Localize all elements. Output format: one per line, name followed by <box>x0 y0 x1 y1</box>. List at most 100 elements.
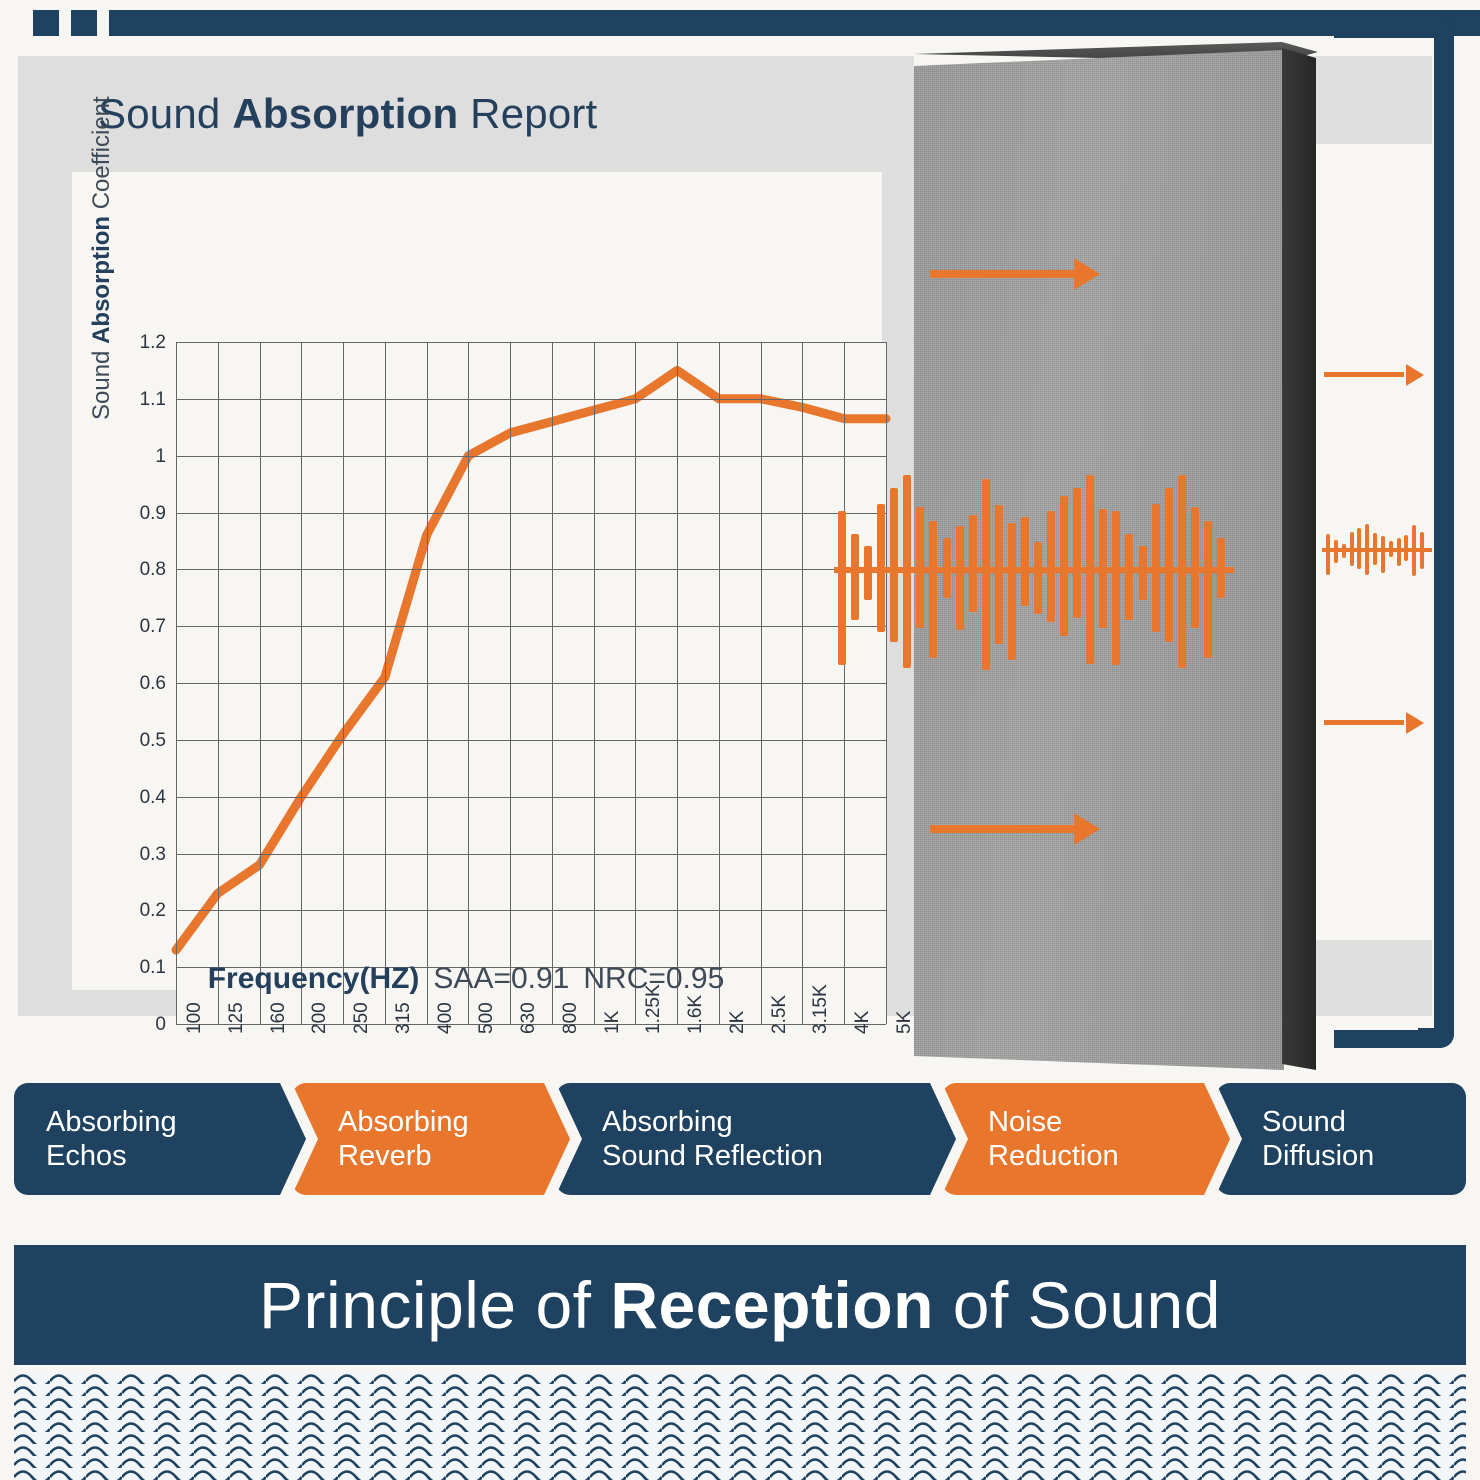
waveform-bar <box>864 570 873 600</box>
outgoing-sound-arrow-bottom <box>1324 720 1404 725</box>
incoming-sound-arrow-top <box>930 270 1080 278</box>
waveform-bar <box>1357 550 1362 569</box>
x-tick-label: 1K <box>601 1010 623 1034</box>
grid-line-horizontal <box>176 569 886 571</box>
grid-line-vertical <box>176 342 177 1024</box>
waveform-bar <box>1138 570 1147 600</box>
y-tick-label: 0.1 <box>139 957 166 979</box>
waveform-bar <box>1365 524 1370 550</box>
grid-line-horizontal <box>176 512 886 514</box>
x-tick-label: 400 <box>434 1002 456 1034</box>
grid-line-horizontal <box>176 853 886 855</box>
waveform-bar <box>1177 570 1186 668</box>
waveform-bar <box>1203 570 1212 658</box>
grid-line-vertical <box>468 342 469 1024</box>
x-tick-label: 160 <box>267 1002 289 1034</box>
feature-chip[interactable]: Absorbing Echos <box>14 1083 306 1195</box>
y-tick-label: 0.8 <box>139 559 166 581</box>
waveform-bar <box>1203 520 1212 570</box>
y-tick-label: 0 <box>155 1014 166 1035</box>
grid-line-horizontal <box>176 398 886 400</box>
y-axis-title-suffix: Coefficient <box>88 96 115 216</box>
incoming-sound-arrow-bottom <box>930 825 1080 833</box>
grid-line-horizontal <box>176 342 886 343</box>
banner-bold: Reception <box>610 1268 934 1342</box>
feature-chip[interactable]: Absorbing Sound Reflection <box>556 1083 956 1195</box>
waveform-bar <box>1326 550 1330 575</box>
waveform-bar <box>1086 570 1095 664</box>
x-tick-label: 250 <box>351 1002 373 1034</box>
footer-wave-svg <box>14 1372 1466 1480</box>
chart-grid <box>171 342 891 1025</box>
waveform-bar <box>1125 533 1134 570</box>
grid-line-horizontal <box>176 1024 886 1025</box>
waveform-bar <box>1380 550 1385 573</box>
feature-chip-line1: Absorbing <box>46 1105 177 1138</box>
waveform-bar <box>1388 550 1393 558</box>
waveform-bar <box>1099 509 1108 570</box>
waveform-bar <box>942 570 951 598</box>
grid-line-vertical <box>635 342 636 1024</box>
y-tick-label: 1 <box>155 445 166 467</box>
x-tick-label: 100 <box>184 1002 205 1034</box>
feature-chip-line2: Reduction <box>988 1140 1119 1172</box>
waveform-bar <box>981 478 990 570</box>
waveform-bar <box>1388 541 1393 550</box>
waveform-bar <box>1151 570 1160 632</box>
waveform-bar <box>1190 570 1199 628</box>
caption-nrc: NRC=0.95 <box>583 962 725 995</box>
outgoing-sound-arrow-top <box>1324 372 1404 377</box>
waveform-bar <box>1086 475 1095 570</box>
waveform-bar <box>1099 570 1108 628</box>
x-tick-label: 2.5K <box>768 994 790 1034</box>
waveform-bar <box>877 570 886 632</box>
grid-line-horizontal <box>176 739 886 741</box>
waveform-bar <box>1412 550 1417 576</box>
grid-line-vertical <box>552 342 553 1024</box>
waveform-bar <box>1333 550 1338 563</box>
waveform-bar <box>1073 570 1082 618</box>
waveform-bar <box>981 570 990 670</box>
waveform-bar <box>1007 570 1016 660</box>
grid-line-vertical <box>385 342 386 1024</box>
y-tick-label: 0.2 <box>139 900 166 922</box>
waveform-bar <box>1020 516 1029 570</box>
waveform-bar <box>903 570 912 668</box>
grid-line-vertical <box>802 342 803 1024</box>
waveform-bar <box>1177 475 1186 570</box>
waveform-bar <box>1190 507 1199 570</box>
chart-panel: Sound Absorption Report Sound Absorption… <box>18 56 915 1035</box>
waveform-bar <box>1047 511 1056 570</box>
waveform-bar <box>1341 550 1346 558</box>
waveform-bar <box>903 475 912 570</box>
waveform-bar <box>916 570 925 628</box>
feature-chip[interactable]: Noise Reduction <box>942 1083 1230 1195</box>
wave-footer-pattern <box>14 1372 1466 1480</box>
waveform-bar <box>851 533 860 570</box>
x-tick-label: 125 <box>225 1002 247 1034</box>
feature-chip[interactable]: Sound Diffusion <box>1216 1083 1466 1195</box>
waveform-bar <box>890 488 899 570</box>
waveform-bar <box>1420 532 1425 550</box>
feature-chip[interactable]: Absorbing Reverb <box>292 1083 570 1195</box>
feature-chip-line1: Noise <box>988 1105 1063 1138</box>
waveform-bar <box>1138 546 1147 570</box>
grid-line-vertical <box>301 342 302 1024</box>
waveform-bar <box>1404 534 1409 550</box>
grid-line-horizontal <box>176 967 886 969</box>
feature-chip-line2: Diffusion <box>1262 1140 1375 1172</box>
feature-chip-line2: Echos <box>46 1140 127 1172</box>
y-axis-title: Sound Absorption Coefficient <box>88 96 116 420</box>
chart-title-prefix: Sound <box>98 90 233 137</box>
panel-side-face <box>1282 48 1316 1070</box>
waveform-bar <box>890 570 899 642</box>
waveform-axis-small <box>1322 548 1432 552</box>
bottom-banner: Principle of Reception of Sound <box>14 1245 1466 1365</box>
sound-waveform-large <box>834 460 1234 680</box>
grid-line-vertical <box>218 342 219 1024</box>
banner-prefix: Principle of <box>259 1268 611 1342</box>
feature-chip-line2: Reverb <box>338 1140 432 1172</box>
banner-suffix: of Sound <box>933 1268 1221 1342</box>
waveform-bar <box>1333 540 1338 550</box>
x-tick-label: 315 <box>392 1002 414 1034</box>
